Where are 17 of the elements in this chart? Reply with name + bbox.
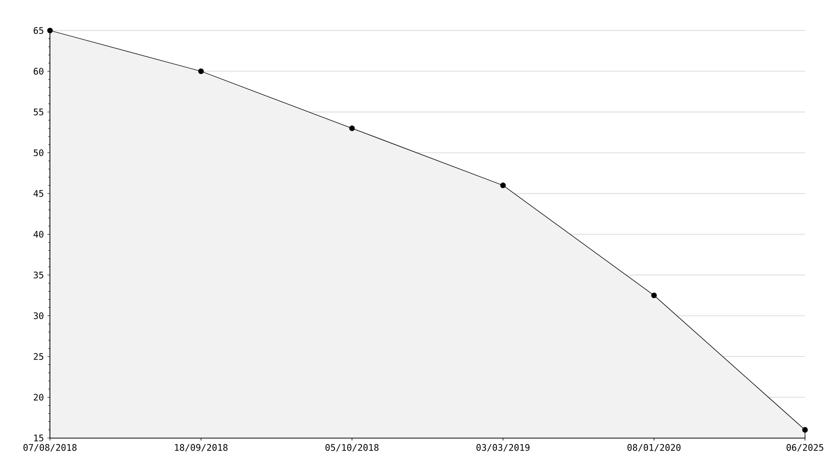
x-tick-label: 03/03/2019 — [476, 444, 530, 452]
y-tick-label: 25 — [34, 353, 44, 360]
x-tick-label: 07/08/2018 — [23, 444, 77, 452]
y-tick-label: 40 — [34, 230, 44, 238]
y-tick-label: 65 — [34, 27, 44, 34]
y-tick-label: 45 — [34, 190, 44, 197]
y-tick-label: 15 — [34, 434, 44, 442]
y-tick-label: 30 — [34, 312, 44, 320]
x-tick-label: 05/10/2018 — [325, 444, 379, 452]
y-tick-label: 55 — [34, 108, 44, 116]
x-tick-label: 08/01/2020 — [627, 444, 681, 452]
x-tick-label: 18/09/2018 — [174, 444, 228, 452]
x-tick-label: 06/2025 — [786, 444, 824, 452]
y-tick-label: 35 — [34, 272, 44, 278]
y-tick-label: 60 — [34, 68, 44, 75]
y-tick-label: 50 — [34, 149, 44, 156]
y-tick-label: 20 — [34, 394, 44, 401]
